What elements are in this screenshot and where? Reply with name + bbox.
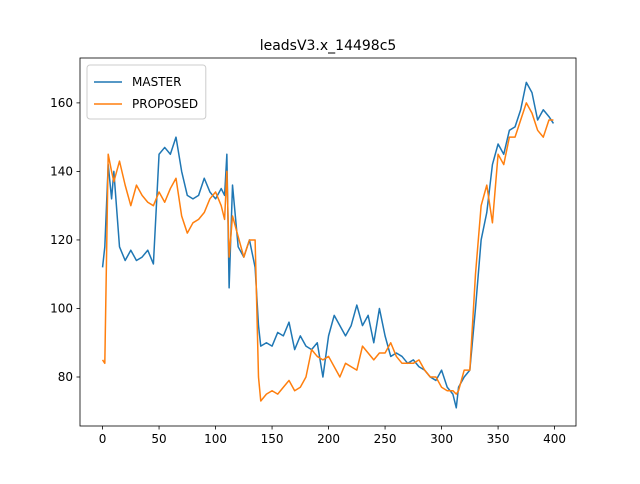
x-tick-label: 0 bbox=[99, 432, 107, 446]
y-tick-label: 80 bbox=[58, 370, 73, 384]
series-line bbox=[101, 102, 554, 402]
x-tick-label: 300 bbox=[430, 432, 453, 446]
x-tick-label: 100 bbox=[204, 432, 227, 446]
legend-box bbox=[86, 64, 207, 120]
chart-title: leadsV3.x_14498c5 bbox=[260, 38, 397, 54]
x-tick-label: 250 bbox=[374, 432, 397, 446]
series-line bbox=[101, 81, 555, 409]
x-tick-label: 400 bbox=[543, 432, 566, 446]
legend-label: MASTER bbox=[132, 75, 181, 89]
plot-frame bbox=[79, 57, 577, 427]
legend-label: PROPOSED bbox=[132, 97, 198, 111]
x-tick-label: 350 bbox=[487, 432, 510, 446]
y-tick-label: 100 bbox=[50, 301, 73, 315]
y-tick-label: 140 bbox=[50, 164, 73, 178]
x-tick-label: 150 bbox=[261, 432, 284, 446]
y-tick-label: 120 bbox=[50, 233, 73, 247]
x-tick-label: 200 bbox=[317, 432, 340, 446]
x-tick-label: 50 bbox=[151, 432, 166, 446]
y-tick-label: 160 bbox=[50, 96, 73, 110]
